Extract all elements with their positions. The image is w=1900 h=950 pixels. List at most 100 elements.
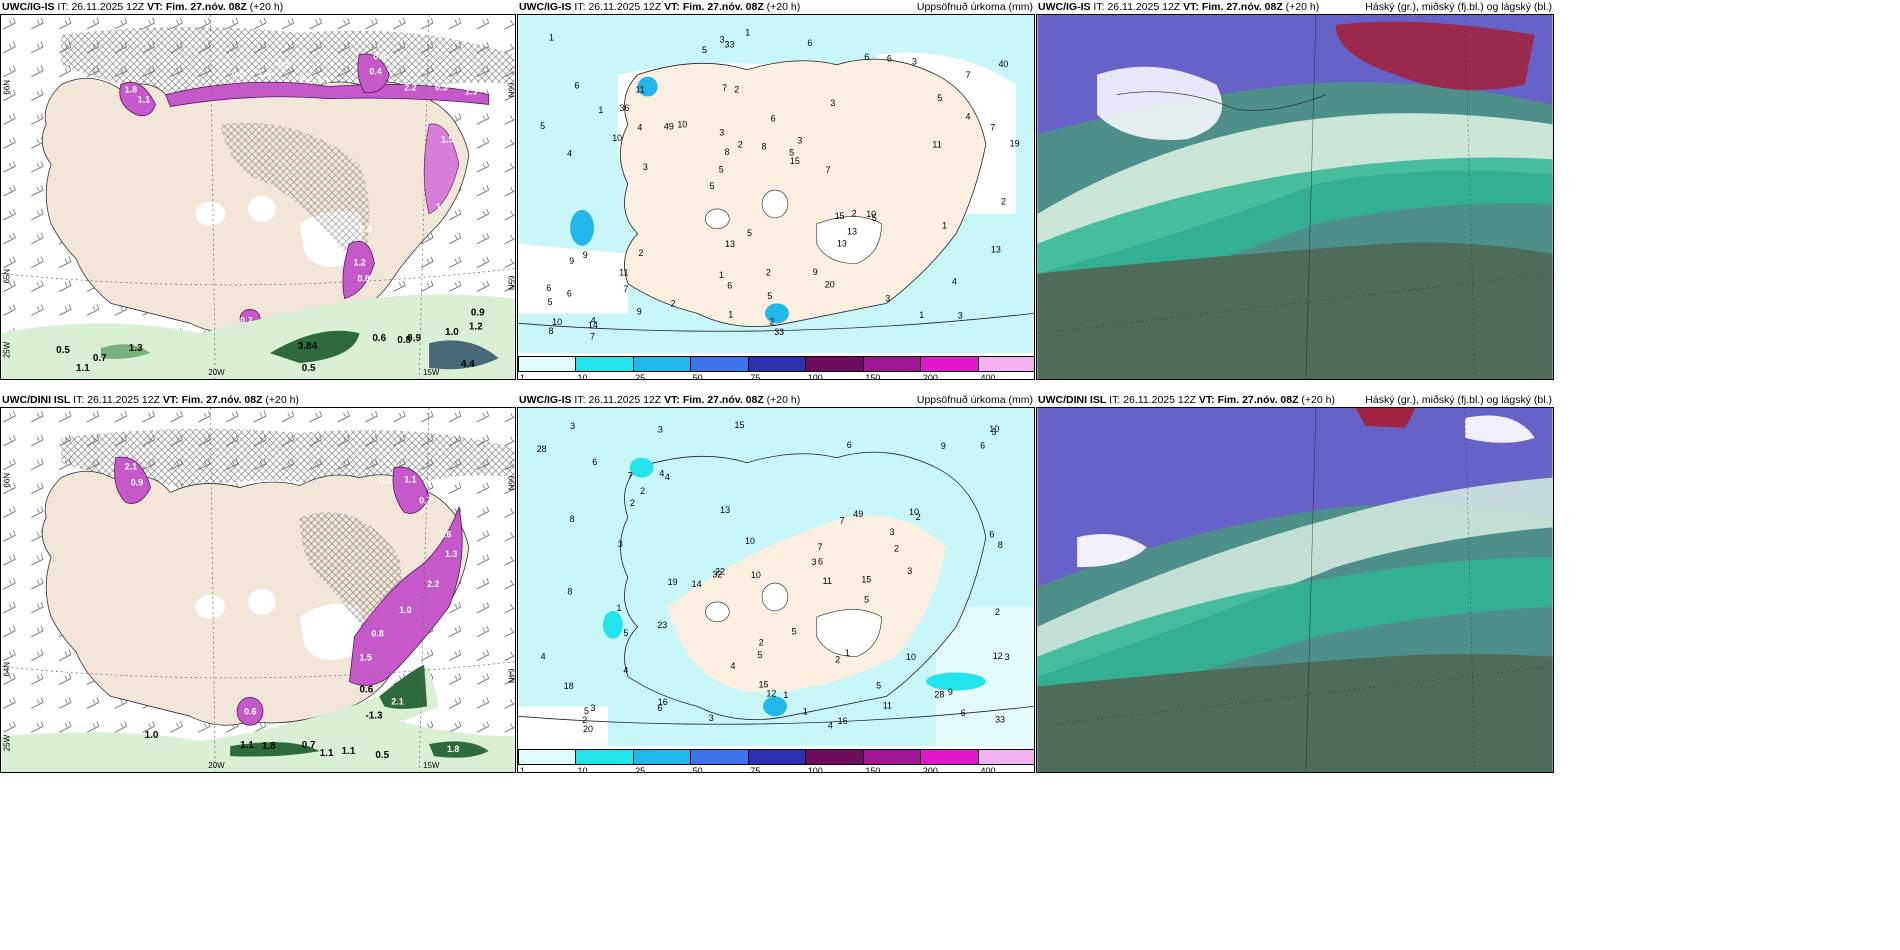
green-value: 1.0 [445, 327, 459, 338]
legend-swatch [806, 750, 864, 764]
panel-top-left-precip-wind: 0.5 0.7 1.1 1.3 3.8 4 0.6 0.9 1.0 1.2 0.… [0, 14, 516, 380]
precip-value: 2 [734, 84, 739, 94]
precip-value: 8 [725, 147, 730, 157]
magenta-value: 2.2 [427, 579, 439, 589]
precip-value-labels: 3475347691057235633191545181162141033491… [540, 27, 1019, 341]
axis-lon-label: 15W [423, 368, 440, 377]
precip-value: 3 [912, 56, 917, 66]
legend-tick-label: 10 [577, 766, 588, 773]
precip-value: 7 [628, 470, 633, 480]
legend-tick-label: 10 [577, 373, 588, 380]
precip-value: 4 [730, 661, 735, 671]
lead-time: (+20 h) [766, 394, 801, 406]
precip-value: 5 [719, 164, 724, 174]
legend-tick-label: 150 [865, 766, 881, 773]
precip-value: 10 [612, 133, 622, 143]
precip-value: 2 [995, 607, 1000, 617]
precip-value: 3 [658, 424, 663, 434]
panel-title: UWC/IG-IS IT: 26.11.2025 12Z VT: Fim. 27… [517, 393, 1035, 407]
precip-value: 8 [998, 540, 1003, 550]
vt-label: VT: [162, 394, 179, 406]
legend-tick-label: 75 [750, 373, 761, 380]
precip-value: 49 [664, 122, 674, 132]
precip-value: 1 [745, 27, 750, 37]
precip-value: 6 [989, 529, 994, 539]
iceland-land [620, 58, 987, 327]
legend-swatch [978, 357, 1034, 371]
precip-value: 10 [989, 424, 999, 434]
panel-bottom-right-clouds [1036, 407, 1554, 773]
precip-value: 15 [790, 156, 800, 166]
model-name: UWC/IG-IS [519, 1, 572, 13]
magenta-value: 1.5 [441, 134, 453, 144]
model-name: UWC/IG-IS [519, 394, 572, 406]
legend-swatch [921, 357, 979, 371]
legend-swatch [978, 750, 1034, 764]
precip-value: 2 [640, 486, 645, 496]
vt-label: VT: [664, 1, 680, 13]
legend-tick-label: 50 [692, 373, 703, 380]
legend-swatch [519, 750, 577, 764]
legend-tick-label: 400 [980, 766, 996, 773]
precip-value: 3 [618, 539, 623, 549]
precip-value: 6 [574, 80, 579, 90]
precip-value: 6 [657, 703, 662, 713]
vt-value: Fim. 27.nóv. 08Z [181, 394, 263, 406]
precip-value: 7 [966, 70, 971, 80]
magenta-value: 0.6 [244, 706, 256, 716]
legend-tick-label: 25 [635, 766, 646, 773]
panel-title: UWC/IG-IS IT: 26.11.2025 12Z VT: Fim. 27… [517, 0, 1035, 14]
precip-value: 12 [993, 651, 1003, 661]
legend-swatch [576, 357, 634, 371]
magenta-value: 1.6 [439, 529, 451, 539]
axis-lat-label: 66N [2, 473, 11, 488]
magenta-value: 2.2 [404, 83, 416, 93]
legend-swatch [806, 357, 864, 371]
magenta-value: 1.2 [353, 258, 365, 268]
precip-value: 9 [583, 250, 588, 260]
green-value: 0.8 [397, 335, 411, 346]
precip-value: 9 [948, 687, 953, 697]
axis-lat-label: 65N [507, 276, 515, 291]
legend-tick-label: 1 [520, 373, 526, 380]
magenta-value: 0.5 [359, 224, 371, 234]
lead-time: (+20 h) [249, 1, 284, 13]
green-value: 1.2 [469, 321, 483, 332]
panel-top-right-clouds [1036, 14, 1554, 380]
model-name: UWC/IG-IS [2, 1, 55, 13]
model-name: UWC/DINI ISL [1038, 394, 1107, 406]
precip-value: 6 [727, 280, 732, 290]
precip-value: 3 [830, 98, 835, 108]
green-value: 0.5 [302, 363, 316, 374]
precip-value: 2 [759, 637, 764, 647]
vt-value: Fim. 27.nóv. 08Z [682, 394, 764, 406]
magenta-value: 1.3 [445, 549, 457, 559]
precip-value: 8 [549, 326, 554, 336]
precip-legend: 1 10 25 50 75 100 150 200 400 [518, 749, 1034, 773]
precip-value: 6 [807, 38, 812, 48]
magenta-value: 1.8 [125, 85, 137, 95]
precip-value: 4 [567, 148, 572, 158]
precip-value: 5 [710, 181, 715, 191]
precip-value: 20 [825, 280, 835, 290]
magenta-value: 0.7 [419, 495, 431, 505]
it-value: 26.11.2025 12Z [588, 1, 662, 13]
it-value: 26.11.2025 12Z [1123, 394, 1196, 406]
precip-value: 10 [906, 652, 916, 662]
axis-lat-label: 65N [2, 269, 11, 284]
legend-tick-label: 400 [980, 373, 996, 380]
legend-swatch [748, 750, 807, 764]
precip-value: 4 [965, 112, 970, 122]
map-top-middle: 3475347691057235633191545181162141033491… [518, 15, 1034, 354]
magenta-value: 0.8 [371, 629, 383, 639]
precip-value: 13 [991, 245, 1001, 255]
precip-value: 2 [852, 208, 857, 218]
precip-value: 12 [766, 689, 776, 699]
precip-value: 40 [998, 59, 1008, 69]
model-name: UWC/DINI ISL [2, 394, 71, 406]
precip-value: 11 [932, 140, 941, 150]
vt-label: VT: [664, 394, 680, 406]
legend-tick-label: 200 [922, 373, 938, 380]
green-value: 1.0 [145, 730, 159, 741]
magenta-value: 0.1 [318, 77, 330, 87]
